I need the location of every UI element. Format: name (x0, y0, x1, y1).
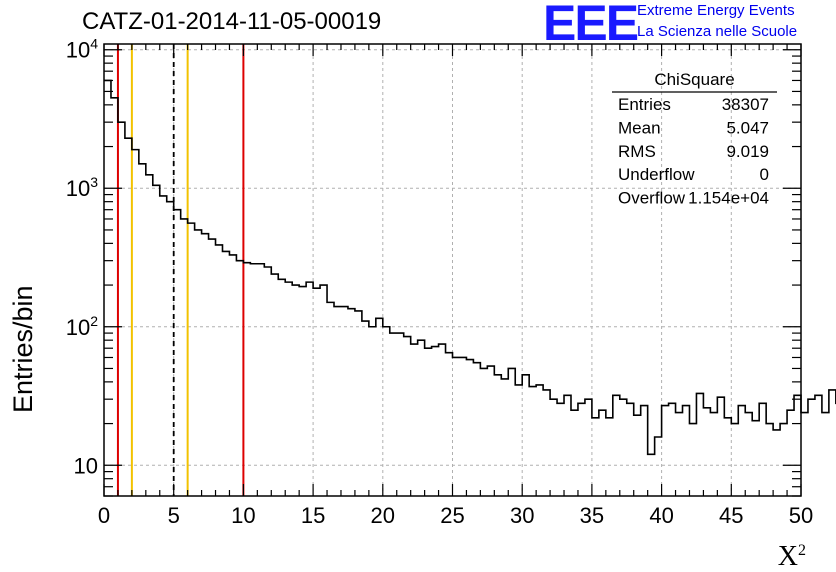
ticks-layer (103, 44, 802, 497)
x-axis-label-exp: 2 (798, 542, 806, 559)
chart-title: CATZ-01-2014-11-05-00019 (82, 8, 382, 35)
x-tick-label: 40 (649, 503, 673, 528)
logo-line-scienza-scuole: La Scienza nelle Scuole (637, 23, 798, 40)
grid-layer (104, 44, 801, 496)
logo-line-extreme-energy-events: Extreme Energy Events (637, 2, 795, 19)
stats-row-value: 38307 (722, 95, 769, 114)
y-tick-label-base: 10 (66, 176, 90, 201)
y-tick-label-exp: 3 (90, 174, 98, 190)
reference-lines-layer (116, 44, 245, 496)
stats-row-label: Overflow (618, 189, 686, 208)
y-tick-label-base: 10 (74, 453, 98, 478)
y-tick-label-base: 10 (66, 315, 90, 340)
eee-logo-mark: EEE (543, 0, 639, 51)
y-tick-label: 104 (66, 36, 98, 63)
stats-row-label: RMS (618, 142, 656, 161)
x-tick-label: 0 (98, 503, 110, 528)
stats-row-value: 0 (760, 165, 769, 184)
y-tick-label-exp: 4 (90, 36, 98, 52)
x-tick-label: 25 (440, 503, 464, 528)
stats-row-value: 1.154e+04 (688, 189, 769, 208)
y-tick-label-exp: 2 (90, 313, 98, 329)
x-tick-label: 15 (301, 503, 325, 528)
stats-row-label: Mean (618, 118, 661, 137)
x-tick-label: 5 (168, 503, 180, 528)
stats-row-label: Entries (618, 95, 671, 114)
stats-row-value: 9.019 (726, 142, 769, 161)
x-tick-label: 30 (510, 503, 534, 528)
x-axis-label-base: X (778, 541, 798, 572)
y-tick-label: 103 (66, 174, 98, 201)
stats-box-name: ChiSquare (654, 70, 734, 89)
x-tick-label: 20 (371, 503, 395, 528)
stats-box: ChiSquare Entries 38307 Mean 5.047 RMS 9.019 Un… (612, 70, 777, 208)
x-tick-label: 50 (789, 503, 813, 528)
x-tick-label: 45 (719, 503, 743, 528)
histogram-step-line (104, 79, 836, 456)
x-axis-label: X2 (778, 541, 806, 572)
histogram-layer (104, 79, 836, 456)
stats-row-label: Underflow (618, 165, 695, 184)
x-tick-label: 10 (231, 503, 255, 528)
x-tick-label: 35 (580, 503, 604, 528)
y-tick-label: 10 (74, 453, 98, 478)
y-tick-label-base: 10 (66, 38, 90, 63)
y-tick-label: 102 (66, 313, 98, 340)
stats-row-value: 5.047 (726, 118, 769, 137)
